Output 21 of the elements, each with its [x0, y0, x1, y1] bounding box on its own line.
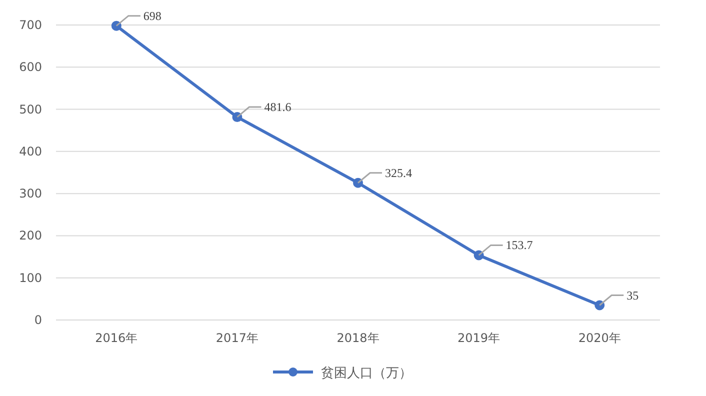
x-tick-label: 2016年: [95, 331, 138, 345]
x-tick-label: 2019年: [458, 331, 500, 345]
y-tick-label: 300: [19, 186, 42, 201]
data-label: 481.6: [264, 100, 292, 114]
legend-label: 贫困人口（万）: [321, 366, 412, 381]
y-tick-label: 500: [19, 102, 42, 116]
y-tick-label: 600: [19, 60, 42, 74]
data-label: 325.4: [385, 166, 412, 180]
point: [232, 112, 242, 122]
x-tick-label: 2018年: [336, 331, 380, 345]
x-tick-label: 2020年: [578, 331, 621, 345]
y-tick-label: 0: [34, 313, 42, 327]
y-tick-label: 100: [19, 270, 42, 285]
point: [353, 178, 363, 188]
y-tick-label: 200: [19, 228, 42, 243]
y-tick-label: 700: [19, 18, 42, 32]
data-label: 698: [143, 8, 162, 23]
data-label: 35: [626, 288, 639, 302]
y-tick-label: 400: [19, 144, 42, 158]
x-tick-label: 2017年: [216, 331, 258, 345]
data-label: 153.7: [506, 238, 533, 252]
